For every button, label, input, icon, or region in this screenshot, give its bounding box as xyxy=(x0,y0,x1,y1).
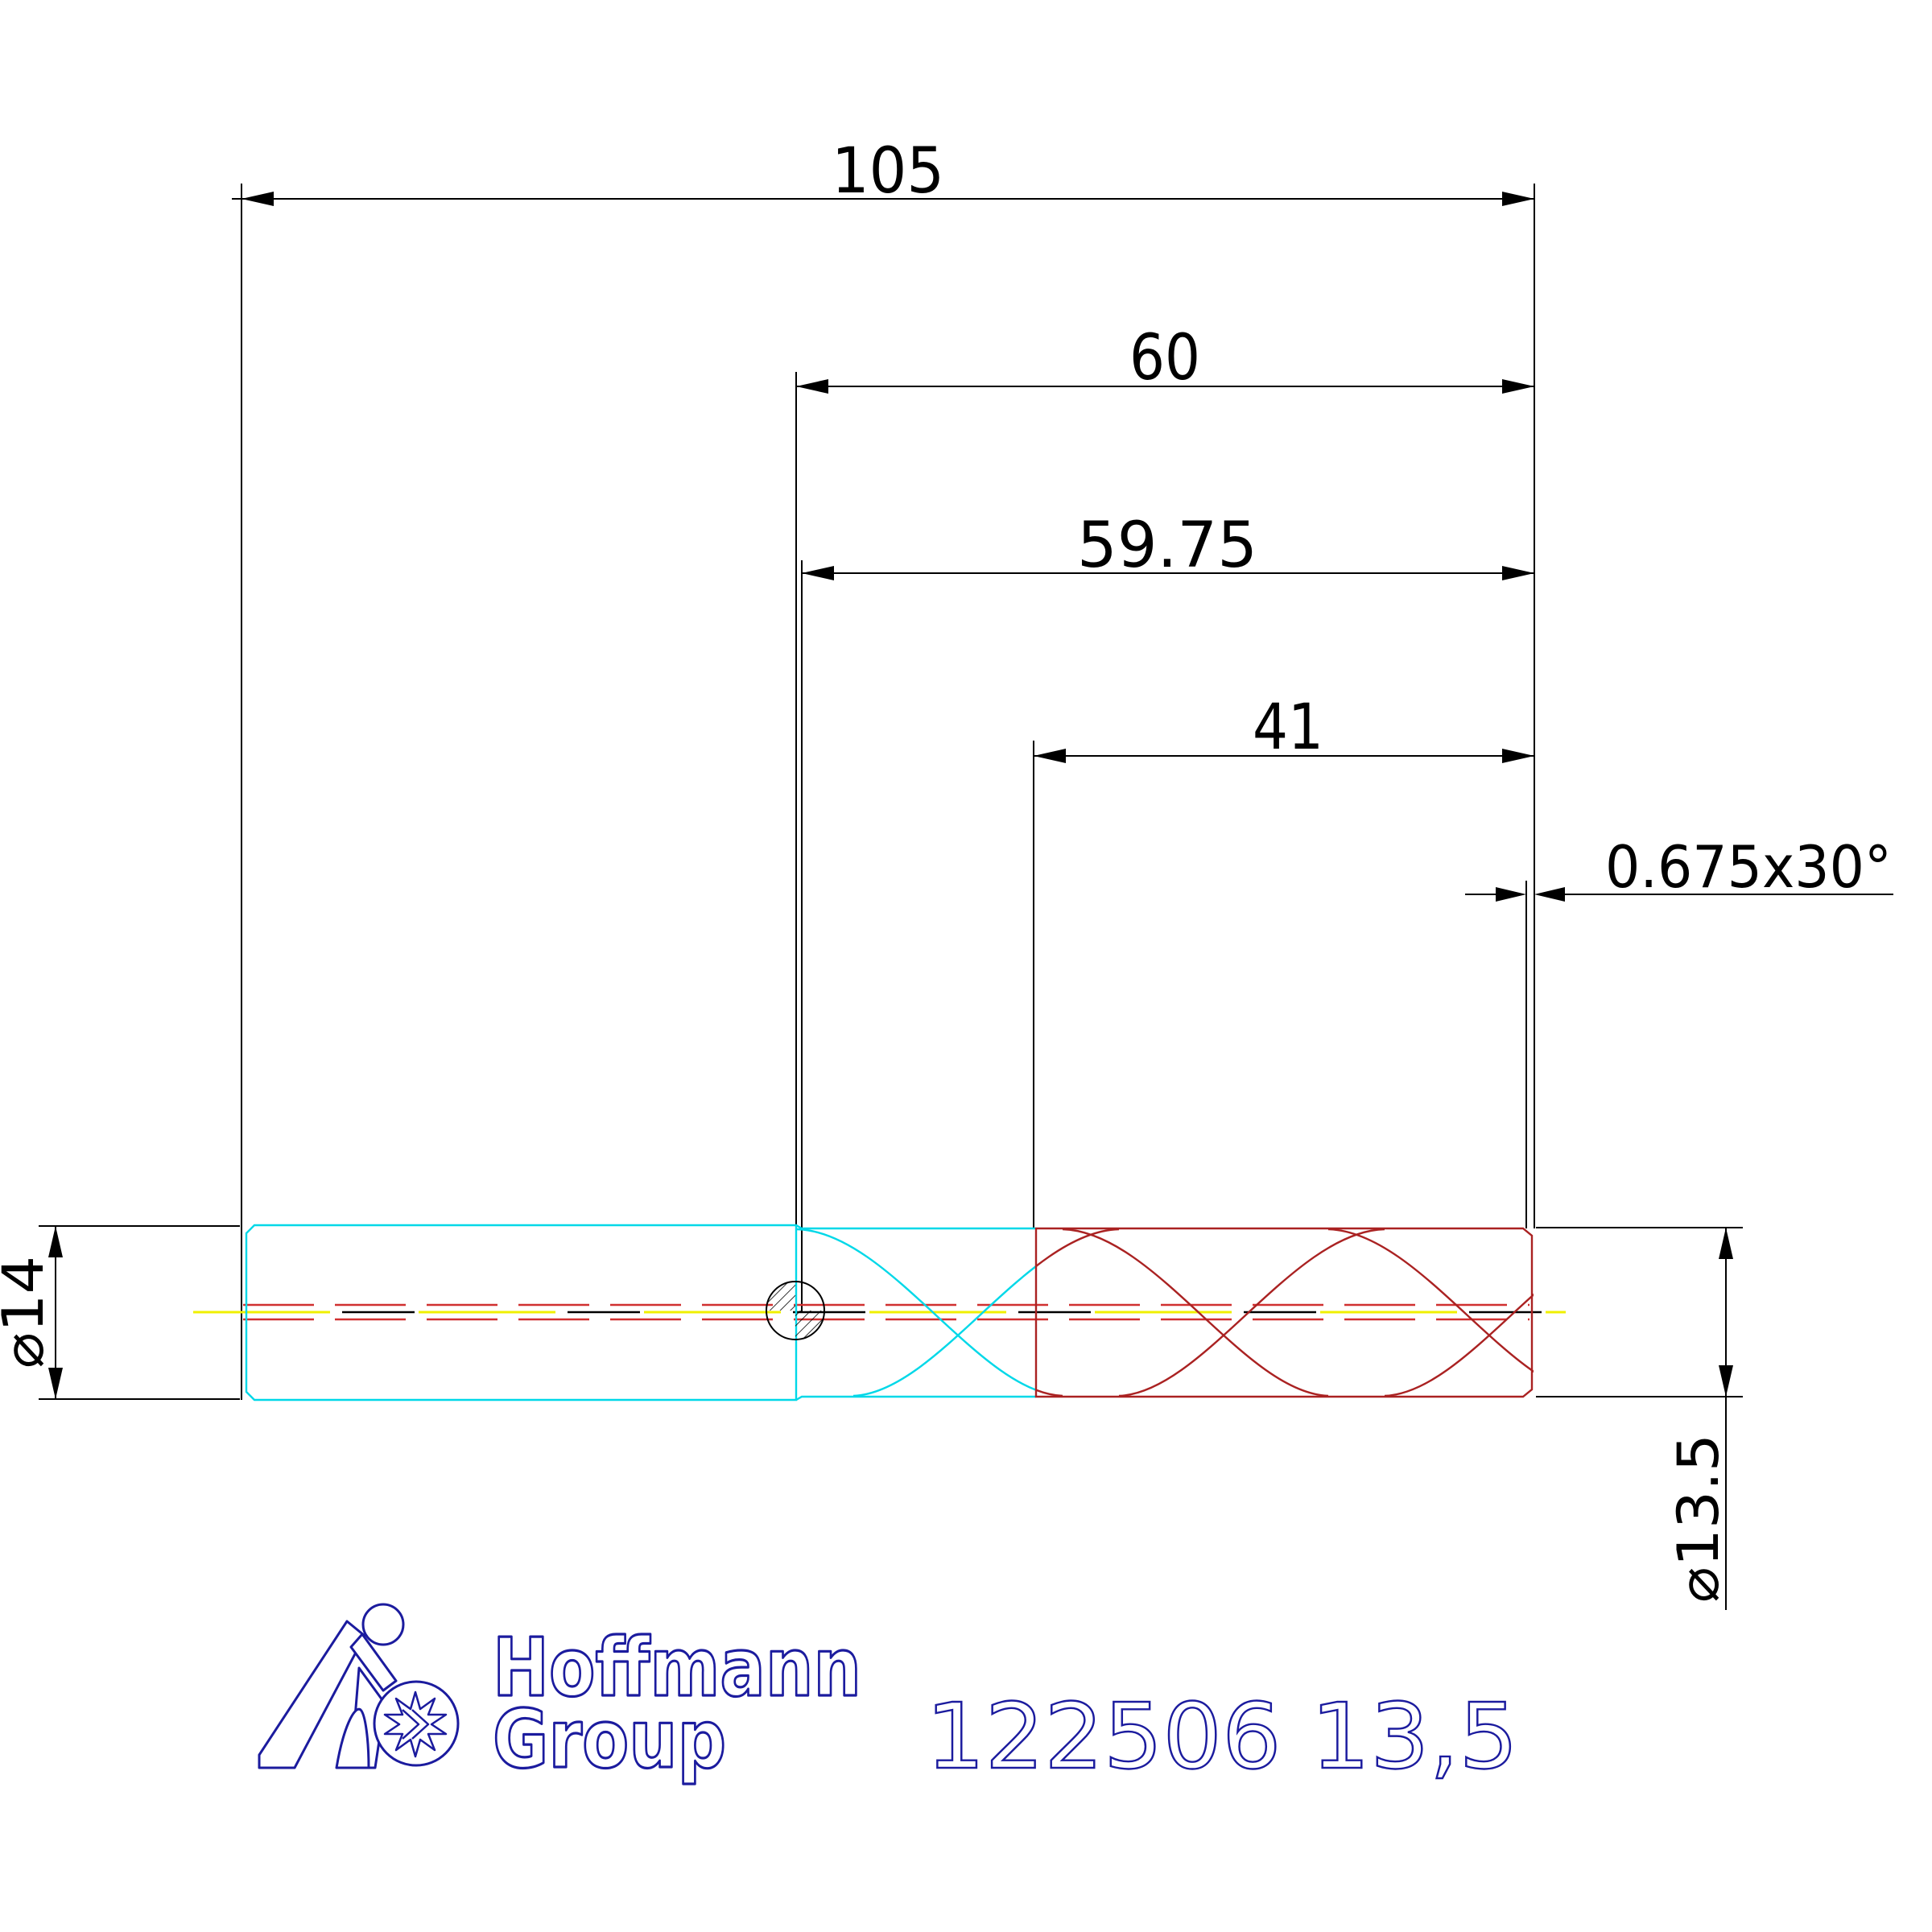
flute-helix-curve xyxy=(1384,1293,1534,1397)
arrow-5975-right xyxy=(1502,566,1534,580)
arrow-chamfer-left xyxy=(1496,887,1526,902)
joint-section-circle xyxy=(766,1281,825,1340)
flute-step-top xyxy=(795,1224,1036,1230)
arrow-41-right xyxy=(1502,749,1534,763)
flute-helix-cyan xyxy=(796,1228,1036,1397)
arrow-dia135-up xyxy=(1719,1228,1733,1259)
shank-outline xyxy=(245,1224,1036,1402)
dim-text-41: 41 xyxy=(1253,691,1323,764)
arrow-dia14-up xyxy=(48,1226,63,1257)
flute-step-bottom xyxy=(795,1395,1036,1402)
logo-figure-head xyxy=(361,1603,405,1646)
flute-section-red xyxy=(1034,1227,1534,1398)
dim-text-dia135: ⌀13.5 xyxy=(1666,1434,1732,1603)
flute-helix-curve xyxy=(796,1228,1036,1391)
logo-chevron-icon xyxy=(411,1709,430,1740)
flute-helix-curve xyxy=(852,1265,1036,1397)
dim-text-chamfer: 0.675x30° xyxy=(1605,833,1892,901)
hoffmann-group-logo: Hoffmann Group xyxy=(258,1603,863,1788)
dimension-lines xyxy=(55,198,1893,1610)
arrow-5975-left xyxy=(802,566,834,580)
brand-name-line2: Group xyxy=(493,1692,726,1786)
arrow-105-right xyxy=(1502,192,1534,206)
flute-helix-red xyxy=(1036,1228,1534,1397)
part-code-text: 122506 13,5 xyxy=(926,1685,1518,1790)
dim-text-105: 105 xyxy=(832,135,944,208)
arrow-chamfer-right xyxy=(1534,887,1565,902)
arrow-60-right xyxy=(1502,379,1534,394)
arrow-41-left xyxy=(1034,749,1066,763)
brand-name-line1: Hoffmann xyxy=(493,1620,861,1715)
dimension-arrowheads xyxy=(48,192,1733,1399)
logo-figure-arm xyxy=(349,1633,398,1692)
joint-circle-outline xyxy=(766,1281,825,1340)
arrow-105-left xyxy=(242,192,274,206)
flute-helix-curve xyxy=(1118,1228,1385,1397)
flute-helix-curve xyxy=(1327,1228,1534,1373)
flute-helix-curve xyxy=(1036,1228,1120,1268)
dimension-texts: 105 60 59.75 41 0.675x30° ⌀14 ⌀13.5 xyxy=(0,135,1892,1603)
dim-text-5975: 59.75 xyxy=(1077,510,1257,582)
logo-chevron-icon xyxy=(402,1709,420,1740)
dim-text-60: 60 xyxy=(1129,322,1200,394)
logo-figure-arch xyxy=(335,1707,370,1769)
arrow-60-left xyxy=(796,379,828,394)
extension-lines xyxy=(39,184,1743,1400)
logo-starburst xyxy=(383,1690,448,1758)
coolant-channel-lines xyxy=(243,1303,1530,1321)
flute-helix-curve xyxy=(1062,1228,1329,1397)
arrow-dia14-down xyxy=(48,1368,63,1399)
arrow-dia135-down xyxy=(1719,1365,1733,1397)
dim-text-dia14: ⌀14 xyxy=(0,1256,56,1368)
flute-outline-red xyxy=(1034,1227,1534,1398)
